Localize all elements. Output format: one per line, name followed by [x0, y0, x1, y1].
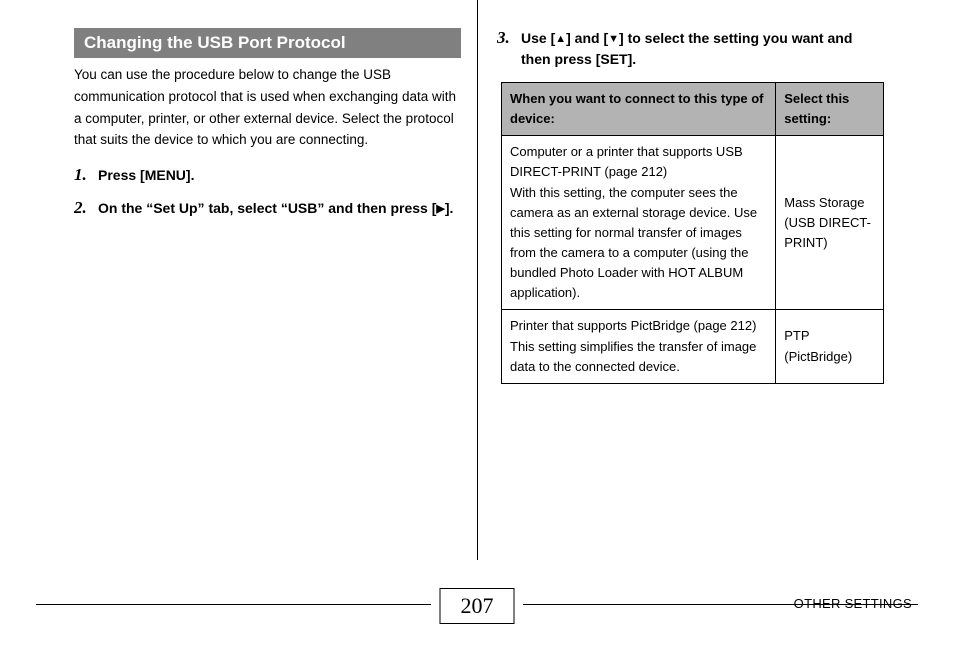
step-3-part-a: Use [ — [521, 30, 555, 46]
table-row: Printer that supports PictBridge (page 2… — [502, 310, 884, 383]
page-number: 207 — [440, 588, 515, 624]
steps-list-right: Use [▲] and [▼] to select the setting yo… — [497, 28, 880, 70]
step-3-part-b: ] and [ — [566, 30, 608, 46]
usb-settings-table: When you want to connect to this type of… — [501, 82, 884, 384]
right-arrow-icon: ▶ — [436, 201, 444, 218]
table-header-row: When you want to connect to this type of… — [502, 83, 884, 136]
footer-section-label: OTHER SETTINGS — [794, 596, 912, 611]
table-row: Computer or a printer that supports USB … — [502, 136, 884, 310]
footer-rule-left — [36, 604, 431, 605]
manual-page: Changing the USB Port Protocol You can u… — [0, 0, 954, 646]
step-1-text: Press [MENU]. — [98, 167, 194, 183]
step-3: Use [▲] and [▼] to select the setting yo… — [497, 28, 880, 70]
intro-paragraph: You can use the procedure below to chang… — [74, 64, 461, 150]
right-column: Use [▲] and [▼] to select the setting yo… — [477, 28, 914, 588]
cell-device: Computer or a printer that supports USB … — [502, 136, 776, 310]
left-column: Changing the USB Port Protocol You can u… — [40, 28, 477, 588]
step-2-part-b: ]. — [445, 200, 454, 216]
cell-setting: PTP (PictBridge) — [776, 310, 884, 383]
cell-device: Printer that supports PictBridge (page 2… — [502, 310, 776, 383]
col-header-device: When you want to connect to this type of… — [502, 83, 776, 136]
steps-list-left: Press [MENU]. On the “Set Up” tab, selec… — [74, 165, 461, 219]
step-1: Press [MENU]. — [74, 165, 461, 186]
section-title: Changing the USB Port Protocol — [74, 28, 461, 58]
page-footer: 207 OTHER SETTINGS — [0, 592, 954, 632]
step-3-text: Use [▲] and [▼] to select the setting yo… — [521, 30, 852, 67]
step-2-text: On the “Set Up” tab, select “USB” and th… — [98, 200, 453, 216]
down-arrow-icon: ▼ — [608, 31, 619, 48]
col-header-setting: Select this setting: — [776, 83, 884, 136]
step-2: On the “Set Up” tab, select “USB” and th… — [74, 198, 461, 219]
step-2-part-a: On the “Set Up” tab, select “USB” and th… — [98, 200, 436, 216]
up-arrow-icon: ▲ — [555, 31, 566, 48]
two-column-layout: Changing the USB Port Protocol You can u… — [40, 28, 914, 588]
cell-setting: Mass Storage (USB DIRECT-PRINT) — [776, 136, 884, 310]
